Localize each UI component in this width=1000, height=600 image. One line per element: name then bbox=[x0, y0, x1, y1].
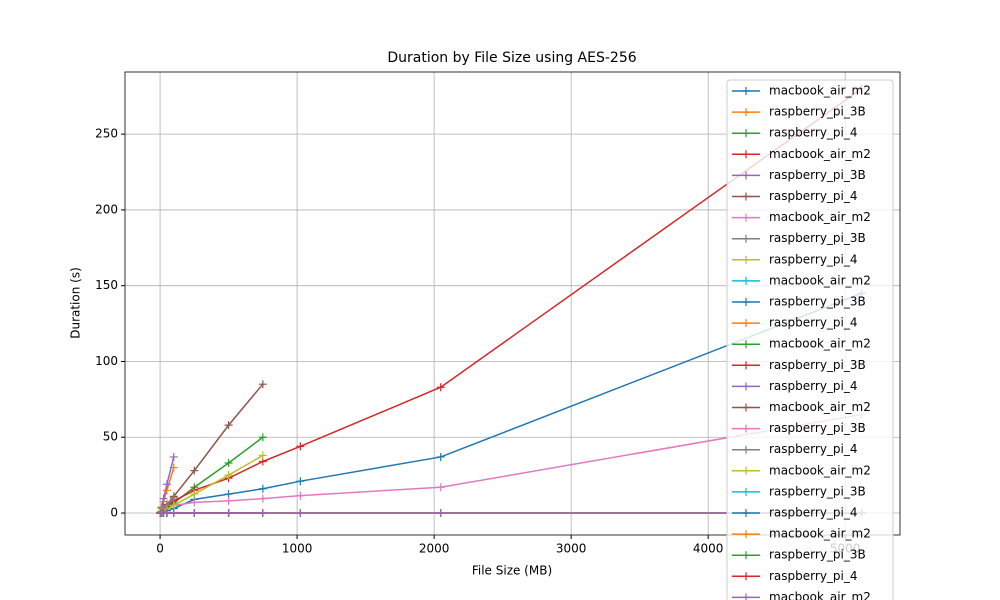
x-tick-label: 2000 bbox=[419, 542, 450, 556]
legend-label: raspberry_pi_3B bbox=[769, 421, 866, 435]
marker bbox=[258, 494, 267, 503]
x-tick-label: 3000 bbox=[556, 542, 587, 556]
marker bbox=[296, 509, 305, 518]
marker bbox=[258, 451, 267, 460]
legend-label: macbook_air_m2 bbox=[769, 210, 871, 224]
legend-label: raspberry_pi_4 bbox=[769, 379, 858, 393]
legend-label: macbook_air_m2 bbox=[769, 337, 871, 351]
marker bbox=[436, 383, 445, 392]
x-axis-label: File Size (MB) bbox=[472, 564, 552, 578]
legend-marker bbox=[742, 255, 750, 264]
legend-marker bbox=[742, 108, 750, 117]
legend-marker bbox=[742, 276, 750, 285]
marker bbox=[162, 509, 171, 518]
legend-marker bbox=[742, 340, 750, 349]
legend-label: raspberry_pi_3B bbox=[769, 484, 866, 498]
legend-marker bbox=[742, 509, 750, 517]
marker bbox=[258, 484, 267, 493]
marker bbox=[436, 452, 445, 461]
legend-marker bbox=[742, 382, 750, 391]
y-tick-label: 150 bbox=[95, 278, 118, 292]
legend-marker bbox=[742, 129, 750, 138]
marker bbox=[296, 442, 305, 451]
marker bbox=[169, 493, 178, 502]
legend-marker bbox=[742, 445, 750, 454]
marker bbox=[190, 498, 199, 507]
legend-label: macbook_air_m2 bbox=[769, 590, 871, 600]
marker bbox=[190, 490, 199, 499]
y-tick-label: 0 bbox=[110, 506, 118, 520]
marker bbox=[436, 483, 445, 492]
legend-label: macbook_air_m2 bbox=[769, 463, 871, 477]
legend-marker bbox=[742, 171, 750, 180]
legend-marker bbox=[742, 361, 750, 370]
legend-label: raspberry_pi_4 bbox=[769, 506, 858, 520]
marker bbox=[224, 459, 233, 468]
x-tick-label: 4000 bbox=[693, 542, 724, 556]
legend-marker bbox=[742, 150, 750, 159]
plot-frame bbox=[124, 71, 901, 536]
legend-box bbox=[726, 79, 894, 600]
x-tick-label: 0 bbox=[156, 542, 164, 556]
legend-marker bbox=[742, 551, 750, 560]
legend-label: raspberry_pi_4 bbox=[769, 189, 858, 203]
legend-marker bbox=[742, 403, 750, 412]
marker bbox=[296, 491, 305, 500]
marker bbox=[224, 509, 233, 518]
legend-label: macbook_air_m2 bbox=[769, 84, 871, 98]
legend-label: raspberry_pi_4 bbox=[769, 569, 858, 583]
marker bbox=[258, 433, 267, 442]
legend-marker bbox=[742, 192, 750, 201]
marker bbox=[169, 509, 178, 518]
marker bbox=[436, 509, 445, 518]
marker bbox=[296, 477, 305, 486]
legend-marker bbox=[742, 572, 750, 581]
legend-label: raspberry_pi_4 bbox=[769, 316, 858, 330]
y-tick-label: 200 bbox=[95, 202, 118, 216]
marker bbox=[169, 501, 178, 510]
marker bbox=[224, 471, 233, 480]
marker bbox=[159, 494, 168, 503]
marker bbox=[190, 466, 199, 475]
legend-marker bbox=[742, 234, 750, 243]
x-tick-label: 1000 bbox=[282, 542, 313, 556]
y-tick-label: 100 bbox=[95, 354, 118, 368]
y-tick-label: 250 bbox=[95, 127, 118, 141]
legend-marker bbox=[742, 87, 750, 95]
chart-title: Duration by File Size using AES-256 bbox=[387, 50, 636, 66]
legend-label: raspberry_pi_3B bbox=[769, 168, 866, 182]
marker bbox=[190, 509, 199, 518]
legend-label: raspberry_pi_4 bbox=[769, 442, 858, 456]
legend-marker bbox=[742, 530, 750, 539]
legend-marker bbox=[742, 466, 750, 475]
legend-marker bbox=[742, 424, 750, 433]
marker bbox=[258, 380, 267, 389]
legend-marker bbox=[742, 487, 750, 496]
legend-label: raspberry_pi_3B bbox=[769, 358, 866, 372]
y-axis-label: Duration (s) bbox=[69, 267, 83, 339]
marker bbox=[162, 480, 171, 489]
marker bbox=[169, 452, 178, 461]
legend-marker bbox=[742, 213, 750, 222]
plot-area bbox=[156, 84, 866, 518]
legend-marker bbox=[742, 593, 750, 600]
legend-label: raspberry_pi_4 bbox=[769, 252, 858, 266]
legend-label: macbook_air_m2 bbox=[769, 147, 871, 161]
legend-marker bbox=[742, 298, 750, 306]
legend-label: raspberry_pi_3B bbox=[769, 548, 866, 562]
marker bbox=[224, 421, 233, 430]
legend-marker bbox=[742, 319, 750, 328]
marker bbox=[258, 509, 267, 518]
legend-label: macbook_air_m2 bbox=[769, 400, 871, 414]
legend-label: macbook_air_m2 bbox=[769, 273, 871, 287]
legend-label: raspberry_pi_4 bbox=[769, 126, 858, 140]
legend-label: raspberry_pi_3B bbox=[769, 295, 866, 309]
marker bbox=[224, 490, 233, 499]
legend-label: raspberry_pi_3B bbox=[769, 231, 866, 245]
legend-label: macbook_air_m2 bbox=[769, 527, 871, 541]
legend-label: raspberry_pi_3B bbox=[769, 105, 866, 119]
marker bbox=[224, 496, 233, 505]
y-tick-label: 50 bbox=[103, 430, 118, 444]
